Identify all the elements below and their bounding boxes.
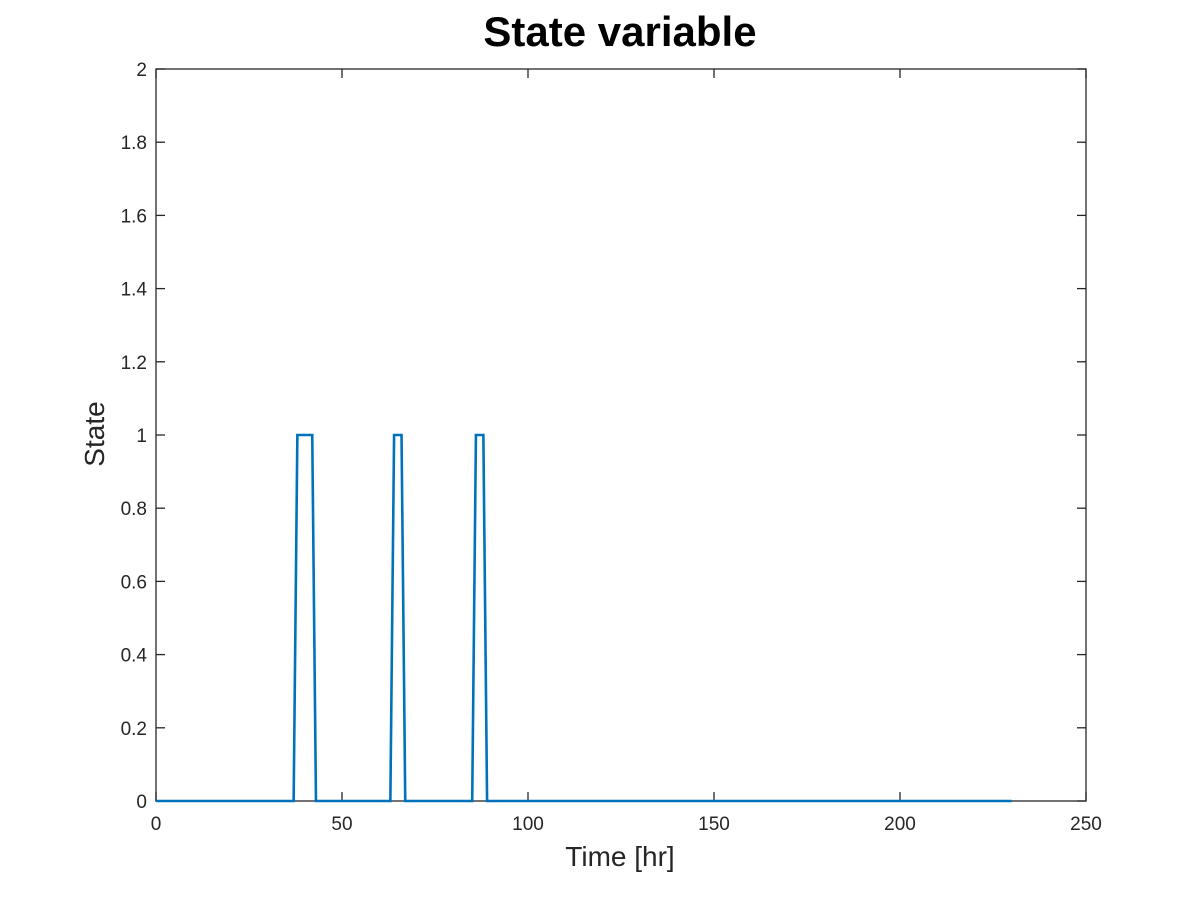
- y-tick-label: 1: [136, 426, 147, 447]
- x-tick-label: 200: [884, 814, 916, 835]
- y-ticks: 0 0.2 0.4 0.6 0.8 1 1.2 1.4 1.6 1.8 2: [121, 60, 1086, 813]
- y-tick-label: 1.2: [121, 353, 147, 374]
- y-tick-label: 0.4: [121, 646, 148, 667]
- plot-area: 0 50 100 150 200 250 0 0.2 0.4 0.6 0.8 1 1.2 1.4 1.6 1…: [121, 60, 1102, 835]
- y-tick-label: 1.4: [121, 280, 148, 301]
- y-tick-label: 0.8: [121, 499, 147, 520]
- y-tick-label: 1.6: [121, 206, 147, 227]
- x-axis-label: Time [hr]: [565, 841, 674, 872]
- y-tick-label: 0: [136, 792, 147, 813]
- x-ticks: 0 50 100 150 200 250: [151, 69, 1102, 835]
- y-tick-label: 0.2: [121, 719, 147, 740]
- x-tick-label: 0: [151, 814, 162, 835]
- x-tick-label: 250: [1070, 814, 1102, 835]
- x-tick-label: 150: [698, 814, 730, 835]
- y-axis-label: State: [79, 401, 110, 466]
- y-tick-label: 1.8: [121, 133, 147, 154]
- chart-title: State variable: [483, 8, 756, 55]
- series-line: [156, 433, 1012, 803]
- x-tick-label: 100: [512, 814, 544, 835]
- y-tick-label: 2: [136, 60, 147, 81]
- y-tick-label: 0.6: [121, 572, 147, 593]
- x-tick-label: 50: [331, 814, 352, 835]
